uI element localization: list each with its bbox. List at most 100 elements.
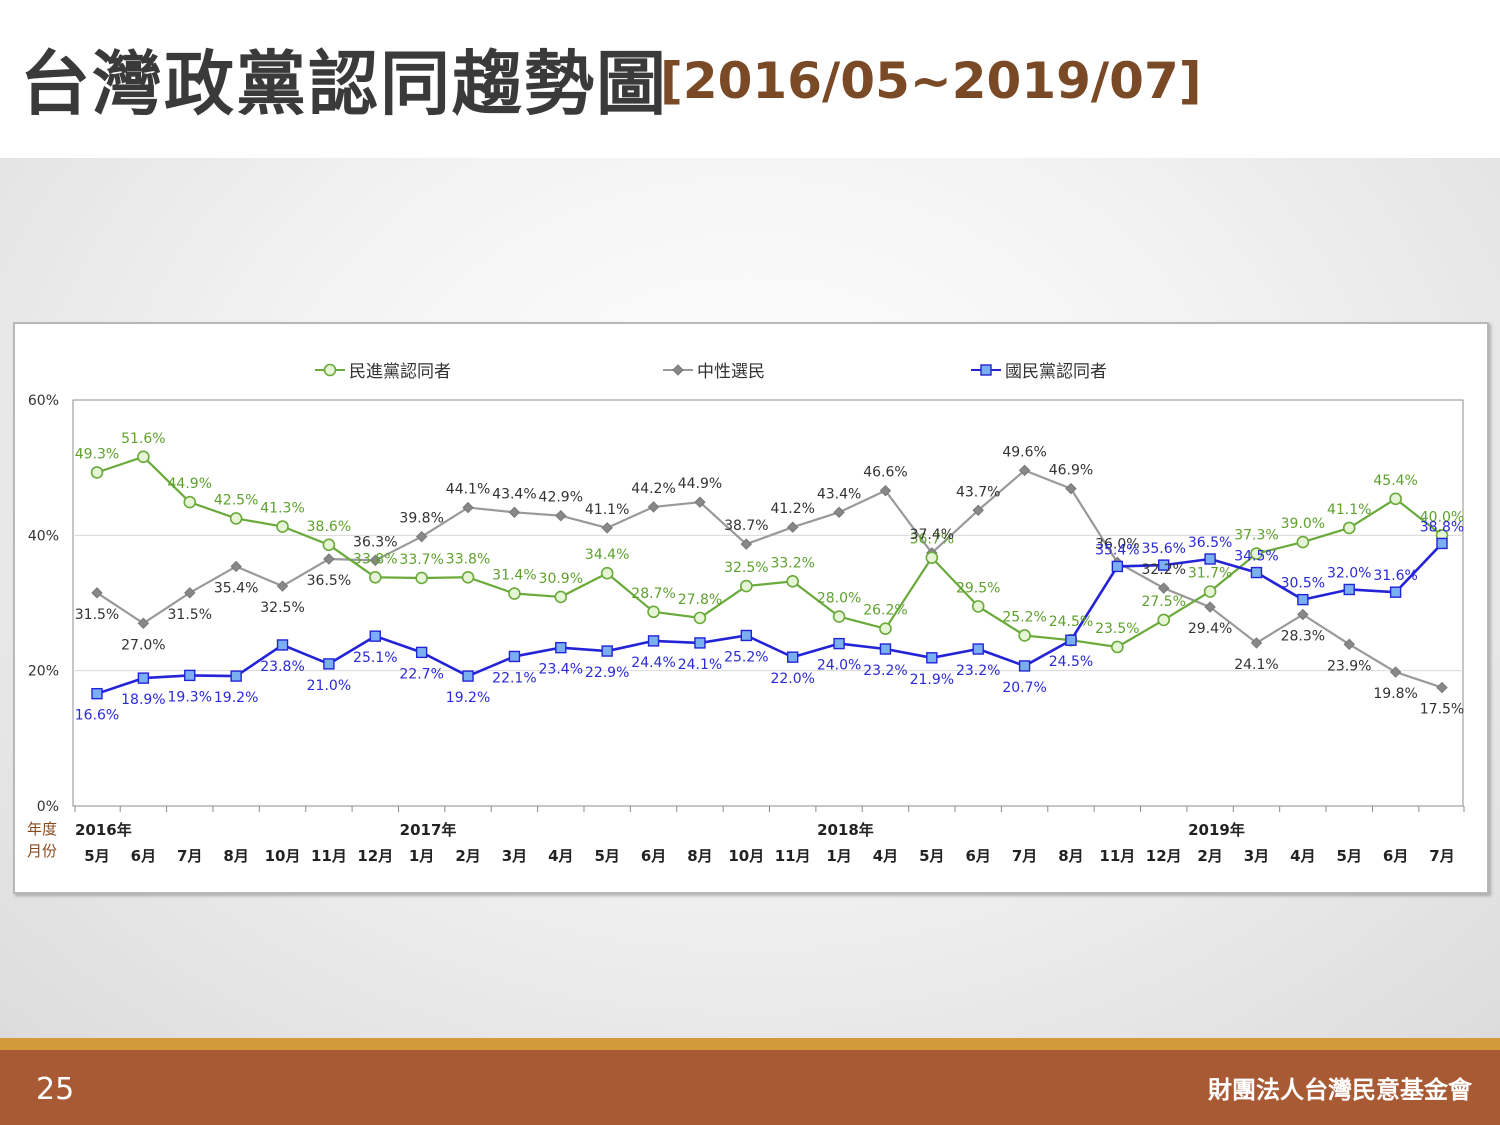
data-label: 23.4% xyxy=(539,662,583,678)
data-label: 28.3% xyxy=(1281,629,1325,645)
data-label: 32.5% xyxy=(724,560,768,576)
plot-area xyxy=(72,399,1464,807)
data-point xyxy=(647,635,660,647)
month-label: 1月 xyxy=(409,847,434,865)
data-point xyxy=(879,622,892,636)
data-label: 22.7% xyxy=(399,666,443,682)
data-label: 33.2% xyxy=(770,555,814,571)
footer-bar xyxy=(0,1050,1500,1125)
data-point xyxy=(786,575,799,588)
data-label: 38.6% xyxy=(307,519,351,535)
data-point xyxy=(462,501,474,514)
legend-label: 國民黨認同者 xyxy=(1005,362,1107,382)
year-row-label: 年度 xyxy=(27,820,57,838)
data-label: 30.5% xyxy=(1281,576,1325,592)
data-label: 51.6% xyxy=(121,431,165,447)
data-point xyxy=(230,670,242,682)
data-label: 28.7% xyxy=(631,586,675,602)
data-label: 45.4% xyxy=(1373,473,1417,489)
data-point xyxy=(322,538,336,552)
y-tick-label: 0% xyxy=(37,799,59,815)
year-label: 2019年 xyxy=(1188,821,1245,839)
month-label: 6月 xyxy=(965,847,990,865)
data-label: 19.2% xyxy=(446,690,490,706)
page-title: 台灣政黨認同趨勢圖 xyxy=(20,43,668,125)
data-label: 43.4% xyxy=(817,486,861,502)
data-point xyxy=(1389,586,1402,598)
month-label: 10月 xyxy=(728,847,764,865)
data-point xyxy=(1343,583,1355,596)
data-label: 22.9% xyxy=(585,665,629,681)
data-label: 49.3% xyxy=(75,446,119,462)
data-label: 24.5% xyxy=(1049,654,1093,670)
data-point xyxy=(1436,681,1448,694)
data-label: 36.5% xyxy=(307,573,351,589)
data-label: 41.1% xyxy=(1327,502,1371,518)
data-label: 35.4% xyxy=(1095,542,1139,558)
data-label: 24.1% xyxy=(1234,657,1278,673)
data-label: 27.0% xyxy=(121,637,165,653)
data-label: 24.4% xyxy=(631,655,675,671)
data-point xyxy=(1343,638,1355,650)
month-label: 11月 xyxy=(311,847,347,865)
data-point xyxy=(693,611,707,625)
month-label: 8月 xyxy=(223,847,248,865)
data-label: 44.9% xyxy=(678,476,722,492)
data-point xyxy=(415,646,428,659)
data-point xyxy=(1065,482,1077,495)
data-label: 31.5% xyxy=(75,607,119,623)
data-label: 19.2% xyxy=(214,690,258,706)
data-label: 34.5% xyxy=(1234,549,1278,565)
data-point xyxy=(230,560,242,573)
data-point xyxy=(1203,585,1217,598)
data-point xyxy=(90,466,104,479)
data-point xyxy=(601,522,613,534)
data-point xyxy=(694,637,706,649)
y-tick-label: 60% xyxy=(28,393,59,409)
data-label: 36.5% xyxy=(1188,535,1232,551)
data-point xyxy=(369,630,381,642)
month-label: 8月 xyxy=(1058,847,1083,865)
data-point xyxy=(1250,566,1263,579)
data-label: 24.1% xyxy=(678,657,722,673)
data-point xyxy=(1250,637,1263,649)
data-point xyxy=(832,610,846,623)
data-label: 23.8% xyxy=(260,659,304,675)
data-point xyxy=(276,520,289,533)
data-label: 25.1% xyxy=(353,650,397,666)
series-line xyxy=(96,455,1443,649)
data-point xyxy=(461,570,475,584)
data-label: 30.9% xyxy=(539,571,583,587)
data-point xyxy=(184,587,196,599)
data-label: 42.9% xyxy=(539,490,583,506)
month-label: 3月 xyxy=(1244,847,1269,865)
month-label: 7月 xyxy=(1429,847,1454,865)
series-line xyxy=(96,542,1443,695)
data-point xyxy=(972,504,984,517)
data-point xyxy=(276,639,289,651)
data-label: 43.7% xyxy=(956,484,1000,500)
data-label: 24.5% xyxy=(1049,614,1093,630)
data-label: 36.7% xyxy=(910,532,954,548)
data-point xyxy=(600,566,614,580)
data-point xyxy=(276,580,289,592)
legend-label: 中性選民 xyxy=(697,362,765,382)
data-point xyxy=(91,587,103,599)
data-label: 40.0% xyxy=(1420,509,1464,525)
data-point xyxy=(647,605,660,619)
data-label: 22.1% xyxy=(492,670,536,686)
data-point xyxy=(462,670,474,682)
data-label: 36.0% xyxy=(1095,536,1139,552)
y-tick-label: 20% xyxy=(28,664,59,680)
month-label: 4月 xyxy=(1290,847,1315,865)
data-label: 32.0% xyxy=(1327,565,1371,581)
legend-marker xyxy=(672,364,684,376)
data-point xyxy=(1342,521,1356,535)
data-point xyxy=(1018,629,1031,642)
data-label: 26.2% xyxy=(863,603,907,619)
month-label: 5月 xyxy=(919,847,944,865)
data-point xyxy=(971,600,985,613)
data-point xyxy=(1250,547,1263,560)
data-point xyxy=(1158,559,1170,571)
month-label: 8月 xyxy=(687,847,712,865)
